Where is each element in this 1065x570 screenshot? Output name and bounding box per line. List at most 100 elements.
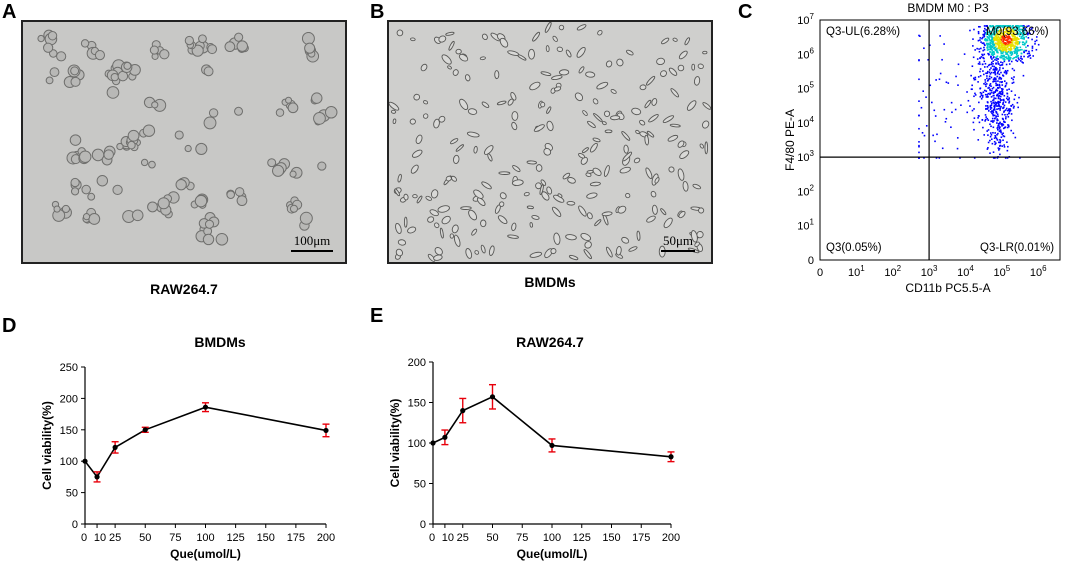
panel-letter-d: D [2,315,17,337]
flow-event [1015,46,1018,48]
flow-event [919,35,921,37]
x-tick-label: 75 [169,532,181,544]
cell [678,50,688,60]
cell-cluster [184,144,192,153]
flow-event [1010,51,1012,53]
flow-y-tick-label: 101 [797,218,814,233]
flow-event [1002,118,1004,121]
data-point [82,458,88,464]
flow-event [1012,78,1015,81]
cell [592,98,599,105]
flow-event [1016,40,1018,43]
flow-event [990,39,993,41]
flow-event [955,75,957,78]
flow-event [966,91,968,93]
scalebar-b-label: 50μm [662,233,694,248]
cell-cluster [63,64,85,89]
cell-cluster [299,211,313,231]
flow-event [1017,38,1020,40]
flow-event [983,39,986,41]
cell-cluster [96,175,109,187]
cell [558,69,570,76]
flow-event [988,34,990,36]
cell [455,48,462,55]
flow-event [1026,33,1029,36]
flow-event [987,101,989,104]
cell [623,144,629,154]
flow-y-tick-label: 105 [797,81,814,96]
flow-event [990,120,992,123]
flow-event [989,88,991,91]
flow-event [996,75,999,78]
cell [546,120,554,132]
cell-cluster [224,41,236,53]
cell [574,92,584,102]
cell-cluster [317,161,327,171]
cell [546,186,553,195]
flow-event [992,151,995,153]
flow-ylabel: F4/80 PE-A [783,109,797,171]
flow-event [996,34,998,36]
cell [589,181,601,187]
flow-event [1014,136,1017,139]
flow-event [973,78,976,81]
cell [544,22,552,33]
cell [526,160,538,165]
flow-event [1022,30,1024,33]
flow-event [918,34,920,37]
flow-event [999,56,1002,59]
flow-event [994,77,997,80]
flow-event [991,45,994,47]
flow-event [1006,46,1009,48]
flow-event [992,40,994,42]
x-tick-label: 50 [486,532,498,544]
flow-event [956,137,959,139]
cell [651,204,658,215]
cell [479,56,486,61]
cell [481,101,490,108]
cell-cluster [43,31,58,53]
cell [494,70,500,80]
flow-event [1025,35,1028,38]
flow-event [977,30,980,33]
flow-event [1010,53,1013,56]
flow-event [983,89,986,92]
cell-cluster [301,31,315,45]
flow-event [1007,116,1010,118]
flow-event [1015,42,1017,44]
flow-event [995,105,998,107]
cell [416,195,423,204]
flow-event [1002,36,1005,38]
flow-event [979,37,982,39]
flow-event [974,94,977,96]
cell [677,64,685,72]
flow-event [1017,57,1020,59]
cell [553,86,562,92]
data-point [94,474,100,480]
flow-event [986,39,989,42]
cell [616,58,624,67]
x-tick-label: 150 [257,532,275,544]
cell [458,53,469,62]
flow-event [996,51,998,54]
flow-event [996,36,999,39]
flow-event [980,47,982,50]
flow-event [1013,32,1015,35]
flow-event [1031,49,1034,52]
flow-event [984,32,986,34]
cell-cluster [184,35,204,57]
flow-event [990,107,993,109]
flow-event [991,110,993,112]
flow-x-tick-label: 103 [921,264,938,279]
flow-event [969,105,971,107]
flow-event [992,50,995,53]
flow-event [923,157,925,159]
flow-event [1000,87,1003,90]
flow-event [1001,99,1003,101]
flow-event [1006,89,1008,91]
flow-event [1008,56,1011,59]
cell-cluster [201,64,214,77]
cell [449,138,459,145]
flow-event [1007,55,1010,58]
flow-event [973,28,975,31]
